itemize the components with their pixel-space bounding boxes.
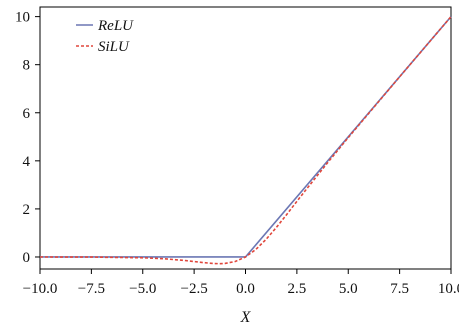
legend: ReLU SiLU: [76, 18, 134, 55]
x-tick-label: 10.0: [438, 281, 459, 297]
x-tick-label: 0.0: [236, 281, 255, 297]
x-axis-title: X: [240, 309, 252, 326]
series-line-silu: [39, 16, 452, 265]
y-tick-label: 6: [23, 106, 31, 122]
y-tick-label: 0: [23, 250, 31, 266]
x-tick-label: −7.5: [78, 281, 105, 297]
y-tick-label: 4: [23, 154, 31, 170]
y-axis-ticks: 0 2 4 6 8 10: [15, 10, 40, 266]
y-tick-label: 2: [23, 202, 31, 218]
x-tick-label: 7.5: [390, 281, 409, 297]
x-tick-label: 2.5: [288, 281, 307, 297]
x-tick-label: −10.0: [23, 281, 58, 297]
legend-label-silu: SiLU: [98, 39, 130, 55]
y-tick-label: 8: [23, 58, 31, 74]
x-tick-label: 5.0: [339, 281, 358, 297]
y-tick-label: 10: [15, 10, 30, 26]
legend-label-relu: ReLU: [97, 18, 134, 34]
x-tick-label: −5.0: [129, 281, 156, 297]
x-axis-ticks: −10.0 −7.5 −5.0 −2.5 0.0 2.5 5.0 7.5 10.0: [23, 269, 459, 297]
x-tick-label: −2.5: [181, 281, 208, 297]
series-layer: [39, 16, 452, 265]
